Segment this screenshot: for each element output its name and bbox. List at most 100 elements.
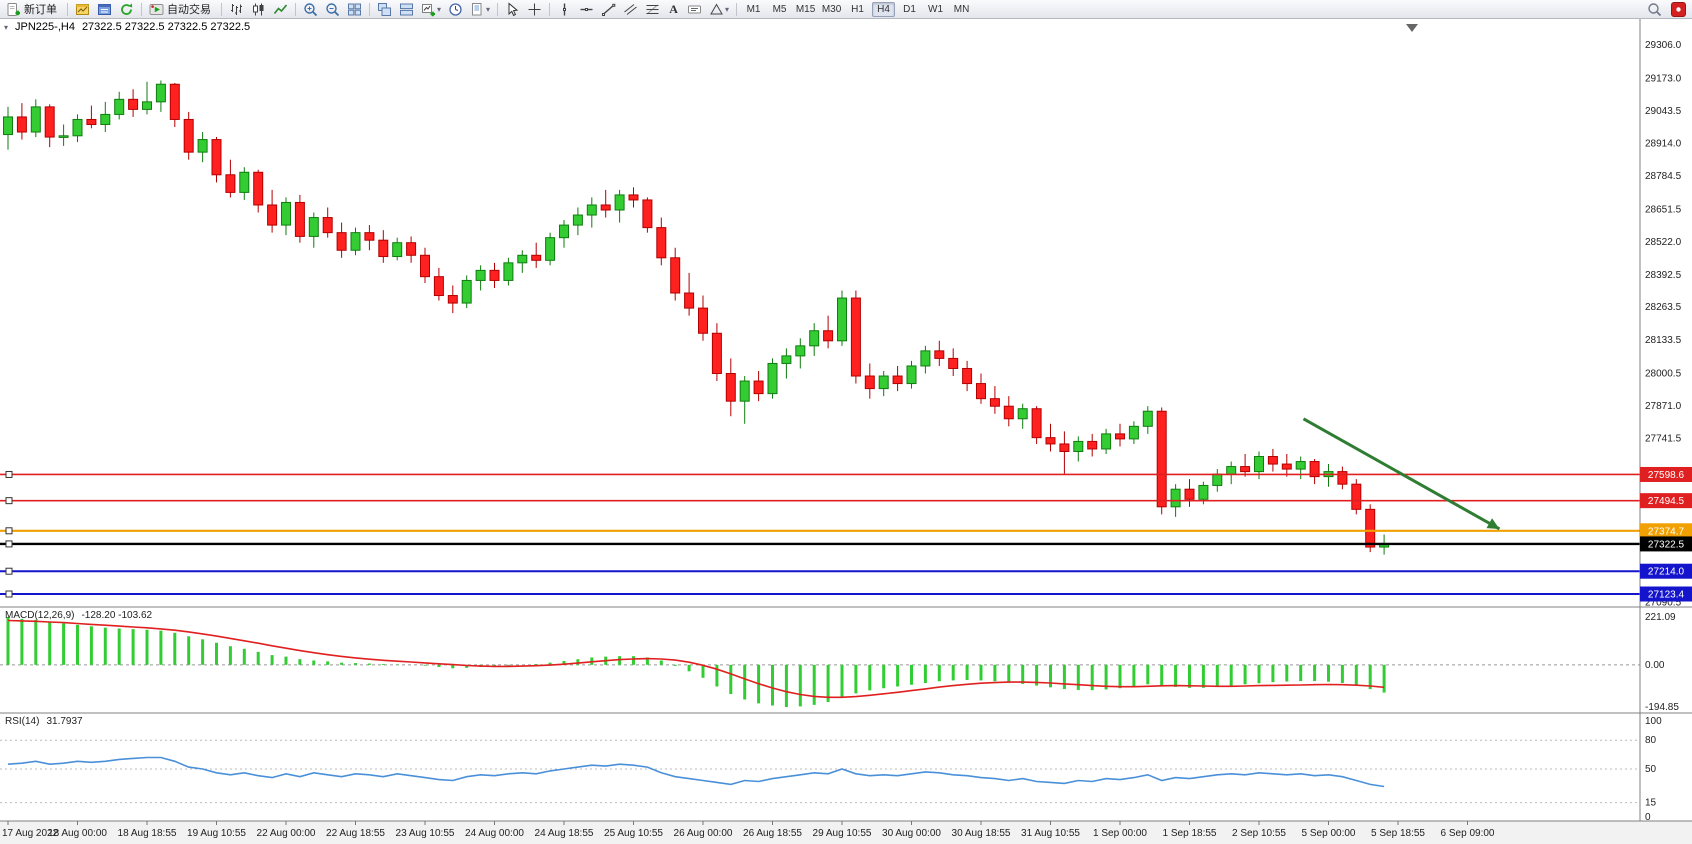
new-chart-button[interactable]: ▾ [418,1,444,18]
timeframe-button-m5[interactable]: M5 [772,3,787,15]
svg-text:30 Aug 18:55: 30 Aug 18:55 [952,828,1011,839]
autotrade-icon [149,3,164,15]
toolbar: 新订单 自动交易 [0,0,1692,19]
svg-text:29043.5: 29043.5 [1645,106,1682,117]
price-badge [1640,536,1692,552]
text-label-button[interactable] [684,1,705,18]
timeframe-button-m1[interactable]: M1 [746,3,761,15]
line-handle[interactable] [5,470,13,478]
search-button[interactable] [1644,1,1665,18]
line-chart-icon [273,3,288,14]
trendline-button[interactable] [598,1,619,18]
bar-chart-icon [231,3,242,15]
svg-text:29306.0: 29306.0 [1645,40,1682,51]
svg-text:0: 0 [1645,812,1651,823]
svg-text:1 Sep 18:55: 1 Sep 18:55 [1163,828,1217,839]
pane-separator-macd[interactable] [0,605,1692,610]
svg-text:28263.5: 28263.5 [1645,302,1682,313]
fibonacci-button[interactable] [642,1,663,18]
svg-text:27741.5: 27741.5 [1645,434,1682,445]
ohlc-values: 27322.5 27322.5 27322.5 27322.5 [81,21,251,33]
text-label-icon [688,5,702,13]
text-tool-icon: A [669,2,678,16]
timeframe-button-mn[interactable]: MN [953,3,970,15]
text-tool-button[interactable]: A [664,1,683,18]
rsi-line [7,756,1385,788]
down-arrow-annotation[interactable] [1302,417,1501,531]
autotrade-button[interactable]: 自动交易 [146,1,217,18]
svg-text:28133.5: 28133.5 [1645,335,1682,346]
clock-icon [449,2,462,16]
horizontal-line-button[interactable] [576,1,597,18]
cascade-windows-icon [378,2,391,16]
templates-button[interactable]: ▾ [467,1,493,18]
timeframe-button-h4[interactable]: H4 [872,1,896,17]
svg-text:28522.0: 28522.0 [1645,237,1682,248]
svg-text:50: 50 [1645,764,1657,775]
toolbar-separator [549,2,551,16]
timeframe-button-w1[interactable]: W1 [928,3,944,15]
macd-values-label: -128.20 -103.62 [81,610,153,621]
bar-chart-button[interactable] [226,1,247,18]
zoom-out-icon [326,2,340,16]
chevron-down-icon: ▾ [486,4,491,14]
chart-shift-marker[interactable] [1406,24,1418,32]
line-handle[interactable] [5,567,13,575]
autotrade-label: 自动交易 [167,4,211,16]
channel-button[interactable] [620,1,641,18]
refresh-button[interactable] [116,1,137,18]
profiles-button[interactable] [94,1,115,18]
chart-window-button[interactable] [72,1,93,18]
new-order-button[interactable]: 新订单 [3,1,63,18]
shapes-button[interactable]: ▾ [706,1,732,18]
svg-text:28784.5: 28784.5 [1645,171,1682,182]
zoom-out-button[interactable] [322,1,343,18]
price-axis[interactable] [1640,19,1692,821]
line-handle[interactable] [5,590,13,598]
line-handle[interactable] [5,540,13,548]
pane-separator-rsi[interactable] [0,711,1692,716]
cascade-windows-button[interactable] [374,1,395,18]
chart-canvas[interactable]: 29306.0 29173.0 29043.5 28914.0 28784.5 28651… [0,19,1692,844]
svg-text:24 Aug 18:55: 24 Aug 18:55 [535,828,594,839]
rsi-value-label: 31.7937 [46,716,83,727]
zoom-in-button[interactable] [300,1,321,18]
arrange-windows-button[interactable] [396,1,417,18]
line-handle[interactable] [5,497,13,505]
svg-text:0.00: 0.00 [1645,660,1665,671]
cursor-button[interactable] [502,1,523,18]
svg-text:23 Aug 10:55: 23 Aug 10:55 [396,828,455,839]
svg-text:22 Aug 18:55: 22 Aug 18:55 [326,828,385,839]
svg-text:22 Aug 00:00: 22 Aug 00:00 [257,828,316,839]
rsi-name-label: RSI(14) [5,716,40,727]
clock-button[interactable] [445,1,466,18]
svg-text:5 Sep 00:00: 5 Sep 00:00 [1302,828,1356,839]
time-axis[interactable] [0,821,1640,844]
new-order-icon [7,2,20,16]
vertical-line-button[interactable] [554,1,575,18]
timeframe-button-m15[interactable]: M15 [795,3,816,15]
svg-text:1 Sep 00:00: 1 Sep 00:00 [1093,828,1147,839]
symbol-dropdown-icon[interactable]: ▾ [4,22,9,32]
zoom-in-icon [304,2,318,16]
line-chart-button[interactable] [270,1,291,18]
notification-button[interactable] [1668,1,1689,18]
crosshair-button[interactable] [524,1,545,18]
line-handle[interactable] [5,527,13,535]
timeframe-button-d1[interactable]: D1 [903,3,916,15]
chart-header: ▾ JPN225-,H4 27322.5 27322.5 27322.5 273… [3,21,250,33]
chart-svg: 29306.0 29173.0 29043.5 28914.0 28784.5 28651… [0,19,1692,844]
price-badge [1640,466,1692,482]
tile-windows-button[interactable] [344,1,365,18]
search-icon [1648,2,1662,16]
svg-text:28914.0: 28914.0 [1645,139,1682,150]
svg-text:18 Aug 18:55: 18 Aug 18:55 [118,828,177,839]
candlestick-chart-button[interactable] [248,1,269,18]
macd-header: MACD(12,26,9) -128.20 -103.62 [5,610,152,621]
channel-icon [624,3,637,15]
tile-windows-icon [348,3,361,15]
price-badge [1640,586,1692,602]
new-chart-icon [422,3,435,16]
timeframe-button-h1[interactable]: H1 [851,3,864,15]
timeframe-button-m30[interactable]: M30 [821,3,842,15]
